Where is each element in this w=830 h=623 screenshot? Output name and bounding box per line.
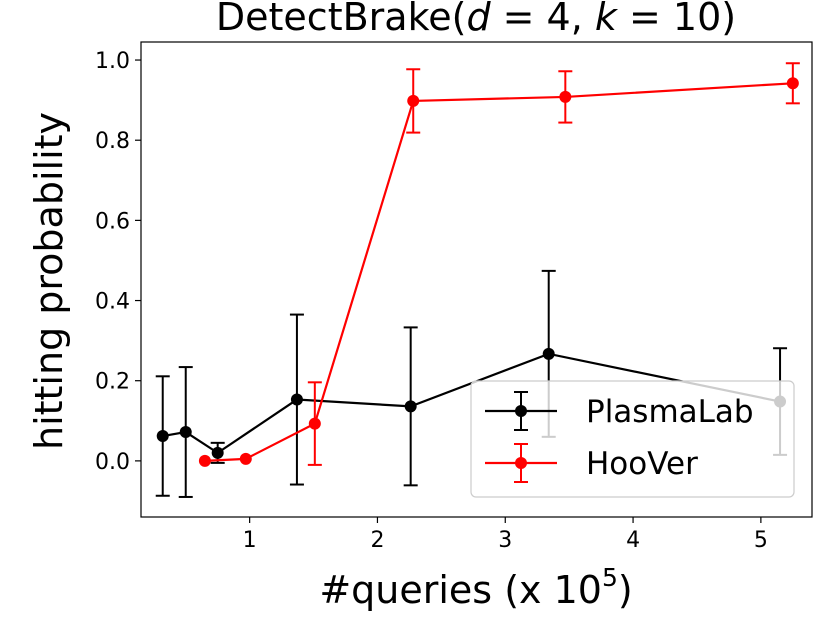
plot-frame <box>140 41 813 518</box>
legend-label: PlasmaLab <box>586 394 754 430</box>
y-tick-label: 1.0 <box>95 49 130 74</box>
legend: PlasmaLab HooVer <box>470 380 795 498</box>
x-tick-label: 2 <box>370 528 384 553</box>
axis-ticks: 1 2 3 4 5 0.0 0.2 0.4 0.6 0.8 1.0 <box>95 49 768 553</box>
x-tick-label: 5 <box>754 528 768 553</box>
y-axis-label: hitting probability <box>27 112 71 450</box>
legend-marker <box>515 457 527 469</box>
data-point <box>198 454 211 467</box>
data-point <box>559 90 572 103</box>
data-point <box>156 430 169 443</box>
x-tick-label: 3 <box>498 528 512 553</box>
series-hoover <box>198 62 800 467</box>
x-tick-label: 1 <box>243 528 257 553</box>
legend-entry: HooVer <box>485 443 698 483</box>
data-point <box>404 400 417 413</box>
legend-marker <box>515 405 527 417</box>
legend-label: HooVer <box>586 446 698 482</box>
data-point <box>407 94 420 107</box>
data-point <box>239 452 252 465</box>
series-line <box>204 82 793 462</box>
chart-title: DetectBrake(d = 4, k = 10) <box>216 0 736 39</box>
y-tick-label: 0.0 <box>95 450 130 475</box>
data-point <box>786 77 799 90</box>
x-axis-label: #queries (x 105) <box>319 563 632 612</box>
legend-entry: PlasmaLab <box>485 391 754 431</box>
data-point <box>542 347 555 360</box>
data-point <box>308 417 321 430</box>
data-point <box>211 446 224 459</box>
data-point <box>290 393 303 406</box>
data-point <box>179 426 192 439</box>
plot-area <box>140 41 813 518</box>
y-tick-label: 0.2 <box>95 370 130 395</box>
y-tick-label: 0.4 <box>95 290 130 315</box>
y-tick-label: 0.6 <box>95 209 130 234</box>
y-tick-label: 0.8 <box>95 129 130 154</box>
x-tick-label: 4 <box>626 528 640 553</box>
